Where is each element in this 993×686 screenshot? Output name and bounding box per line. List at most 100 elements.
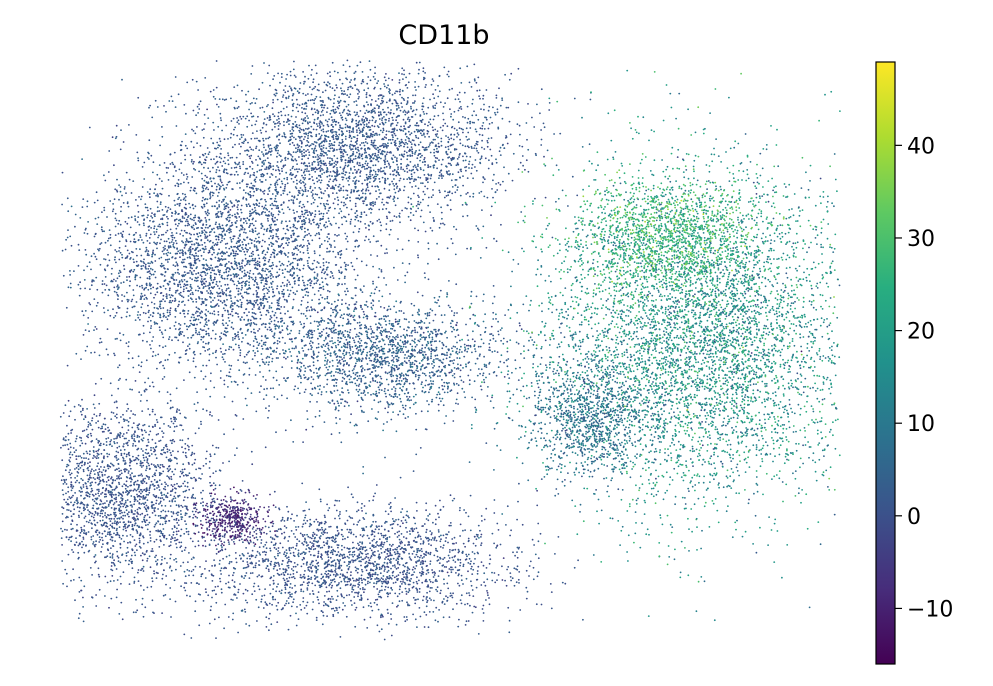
cell-point [311,163,314,166]
cell-point [113,290,116,293]
cell-point [183,104,186,106]
cell-point [245,353,248,356]
cell-point [114,212,117,215]
cell-point [153,241,156,244]
cell-point [329,140,331,142]
cell-point [212,279,215,281]
cell-point [319,217,322,220]
cell-point [460,170,463,173]
cell-point [366,204,368,206]
cell-point [347,157,350,159]
cell-point [162,233,165,236]
cell-point [314,147,316,150]
cell-point [169,307,172,310]
cell-point [272,234,275,237]
cell-point [394,204,397,207]
cell-point [164,287,167,290]
cell-point [391,79,394,81]
cell-point [320,228,323,231]
cell-point [358,162,361,164]
cell-point [297,215,300,218]
cell-point [449,151,452,154]
cell-point [129,257,132,259]
cell-point [303,138,305,141]
cell-point [224,265,227,268]
cell-point [398,215,400,217]
cell-point [307,252,309,255]
cell-point [474,128,477,131]
cell-point [370,132,372,135]
cell-point [350,140,353,143]
cell-point [226,324,229,327]
cell-point [457,109,460,112]
cell-point [354,169,356,171]
cell-point [174,204,177,207]
cell-point [312,143,315,146]
cell-point [146,216,149,219]
cell-point [338,277,341,280]
cell-point [200,254,203,257]
cell-point [158,210,161,212]
cell-point [355,186,357,188]
cell-point [192,224,195,227]
cell-point [378,189,380,191]
cell-point [327,317,330,320]
cell-point [136,204,139,207]
cell-point [435,150,438,153]
cell-point [236,284,238,287]
cell-point [137,216,140,219]
cell-point [319,294,322,296]
cell-point [202,184,204,187]
cell-point [322,144,325,147]
cell-point [365,92,368,94]
cell-point [87,323,89,325]
cell-point [459,138,461,141]
cell-point [178,322,180,325]
cell-point [402,111,405,113]
cell-point [402,142,405,144]
cell-point [224,327,227,330]
cell-point [179,286,182,289]
cell-point [255,245,258,248]
cell-point [446,97,449,100]
cell-point [252,217,255,220]
cell-point [242,280,245,283]
cell-point [248,263,251,266]
cell-point [288,220,291,223]
cell-point [280,76,283,78]
cell-point [365,160,367,163]
cell-point [319,136,322,138]
cell-point [349,147,351,149]
cell-point [162,364,165,367]
cell-point [269,162,272,165]
cell-point [231,400,234,403]
cell-point [238,229,241,232]
cell-point [256,347,258,350]
cell-point [261,224,264,227]
cell-point [320,129,323,132]
cell-point [156,307,158,309]
cell-point [171,339,173,342]
cell-point [299,251,302,253]
cell-point [273,323,276,326]
cell-point [374,121,377,124]
cell-point [114,338,117,340]
cell-point [441,129,444,132]
cell-point [302,251,305,254]
cell-point [185,220,187,223]
cell-point [417,194,419,197]
cell-point [358,96,360,98]
cell-point [313,198,316,201]
cell-point [491,121,493,124]
cell-point [307,77,310,80]
cell-point [201,230,204,233]
cell-point [187,345,189,347]
cell-point [376,104,379,106]
cell-point [175,242,178,245]
cell-point [479,127,482,130]
cell-point [151,255,154,258]
cell-point [171,277,174,280]
cell-point [249,230,251,233]
cell-point [452,143,454,146]
cell-point [219,175,221,178]
